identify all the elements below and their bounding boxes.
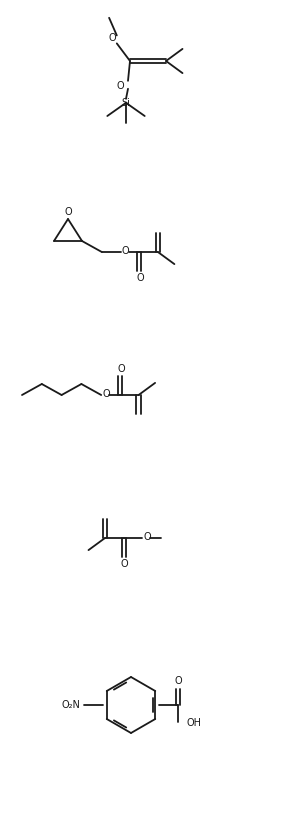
Text: O: O	[122, 246, 129, 256]
Text: O: O	[144, 532, 151, 542]
Text: O: O	[136, 272, 144, 282]
Text: O: O	[117, 365, 125, 374]
Text: O: O	[175, 677, 182, 686]
Text: O: O	[109, 34, 117, 44]
Text: O₂N: O₂N	[61, 700, 80, 710]
Text: OH: OH	[187, 718, 202, 728]
Text: O: O	[64, 207, 72, 217]
Text: O: O	[116, 81, 124, 91]
Text: Si: Si	[122, 98, 131, 108]
Text: O: O	[102, 389, 110, 399]
Text: O: O	[121, 559, 129, 569]
